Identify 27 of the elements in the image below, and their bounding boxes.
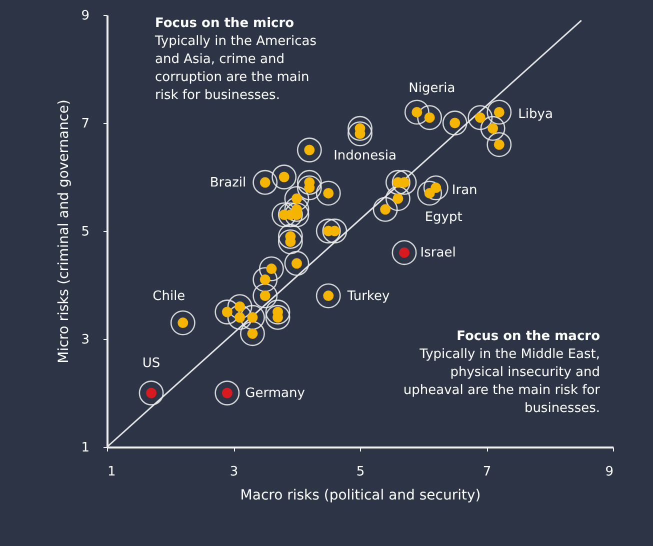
y-tick-label: 3 [81,332,90,348]
y-tick-label: 1 [81,440,90,456]
annotation: Libya [518,107,553,122]
annotation: Iran [452,182,478,198]
annotation: US [142,356,160,371]
annotation: Turkey [346,288,390,304]
annotation: Egypt [424,210,462,226]
y-axis-title: Micro risks (criminal and governance) [56,100,72,364]
annotation: Focus on the macro [456,329,600,344]
annotation: Focus on the micro [155,16,294,31]
annotation: Nigeria [408,81,456,96]
x-tick-label: 5 [356,464,365,480]
annotation: Israel [420,246,456,261]
y-tick-label: 5 [81,224,90,240]
annotation: Indonesia [334,148,396,164]
annotation: Germany [245,386,306,401]
annotation: Brazil [210,175,246,190]
annotation: Typically in the Middle East, physical insecurity and upheaval are the main risk for businesses. [403,347,601,416]
x-tick-label: 1 [108,464,116,480]
y-tick-label: 9 [81,8,90,24]
x-tick-label: 7 [482,464,492,480]
annotation: Chile [152,288,186,304]
x-axis-title: Macro risks (political and security) [240,488,481,504]
annotation: Typically in the Americas and Asia, crime and corruption are the main risk for businesses. [154,34,317,103]
y-tick-label: 7 [81,116,90,132]
x-tick-label: 9 [605,464,614,480]
x-tick-label: 3 [230,464,238,480]
